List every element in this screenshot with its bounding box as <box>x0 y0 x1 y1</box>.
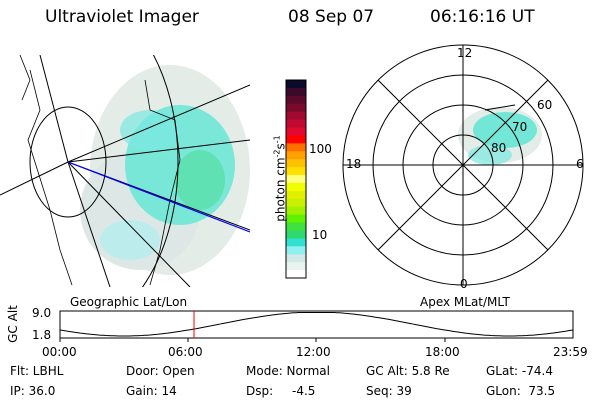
latitude-circle <box>29 106 107 218</box>
colorbar-swatch <box>286 246 306 255</box>
time-tick: 06:00 <box>168 345 203 359</box>
colorbar-swatch <box>286 167 306 176</box>
coastline-west <box>27 69 73 286</box>
lat-80: 80 <box>491 141 507 155</box>
colorbar-swatch <box>286 87 306 97</box>
aurora-emission-lower <box>100 220 160 260</box>
colorbar-swatch <box>286 127 306 136</box>
coastline-nw <box>19 55 31 101</box>
colorbar-swatch <box>286 159 306 168</box>
altitude-axis-label: GC Alt <box>6 305 20 343</box>
coastline <box>144 79 181 286</box>
mlt-6: 6 <box>576 157 584 171</box>
colorbar <box>285 79 307 279</box>
mlt-12: 12 <box>457 46 473 60</box>
colorbar-swatch <box>286 190 306 200</box>
colorbar-swatch <box>286 95 306 105</box>
colorbar-swatch <box>286 262 306 271</box>
glon-info: GLon: 73.5 <box>486 384 556 398</box>
time-label: 06:16:16 UT <box>430 7 535 27</box>
lat-70: 70 <box>512 120 528 134</box>
unit-exp2: -1 <box>272 135 282 144</box>
altitude-plot <box>59 310 574 342</box>
colorbar-swatch <box>286 182 306 192</box>
dsp-value: -4.5 <box>292 384 316 398</box>
alt-tick-max: 9.0 <box>32 306 52 320</box>
right-panel-label: Apex MLat/MLT <box>420 295 510 309</box>
colorbar-swatch <box>286 151 306 160</box>
colorbar-unit-label: photon cm-2s-1 <box>272 104 288 254</box>
colorbar-swatch <box>286 103 306 113</box>
instrument-title: Ultraviolet Imager <box>45 7 199 27</box>
colorbar-swatch <box>286 175 306 184</box>
dsp-label: Dsp: <box>246 384 274 398</box>
colorbar-tick-100: 100 <box>309 142 332 156</box>
colorbar-swatch <box>286 143 306 152</box>
altitude-curve <box>59 312 574 337</box>
colorbar-swatch <box>286 80 306 89</box>
colorbar-swatch <box>286 238 306 247</box>
door-info: Door: Open <box>126 364 195 378</box>
time-tick: 12:00 <box>296 345 331 359</box>
time-tick: 23:59 <box>553 345 588 359</box>
meridians <box>0 55 250 287</box>
mlt-18: 18 <box>346 157 362 171</box>
terminator-line <box>67 161 250 233</box>
seq-info: Seq: 39 <box>366 384 412 398</box>
mlt-0: 0 <box>460 277 468 291</box>
colorbar-swatch <box>286 111 306 121</box>
colorbar-swatch <box>286 230 306 239</box>
unit-text: photon cm <box>273 157 288 222</box>
filter-info: Flt: LBHL <box>10 364 64 378</box>
time-tick: 00:00 <box>42 345 77 359</box>
colorbar-frame <box>285 79 307 279</box>
left-panel-label: Geographic Lat/Lon <box>70 295 188 309</box>
time-tick: 18:00 <box>425 345 460 359</box>
polar-tick <box>484 104 516 111</box>
ip-info: IP: 36.0 <box>10 384 56 398</box>
gain-info: Gain: 14 <box>126 384 177 398</box>
colorbar-swatch <box>286 270 306 279</box>
aurora-emission-core <box>175 150 225 210</box>
alt-tick-min: 1.8 <box>32 328 52 342</box>
colorbar-swatch <box>286 119 306 129</box>
lat-60: 60 <box>537 98 553 112</box>
colorbar-swatch <box>286 214 306 224</box>
polar-plot <box>342 44 584 286</box>
aurora-emission-upper <box>120 110 180 150</box>
gc-alt-info: GC Alt: 5.8 Re <box>366 364 450 378</box>
colorbar-swatch <box>286 222 306 231</box>
mode-info: Mode: Normal <box>246 364 330 378</box>
colorbar-swatch <box>286 206 306 216</box>
colorbar-swatch <box>286 198 306 208</box>
latitude-circle-outer <box>141 55 179 287</box>
polar-aurora-lower <box>468 145 512 165</box>
colorbar-swatch <box>286 135 306 144</box>
colorbar-tick-10: 10 <box>312 228 328 242</box>
date-label: 08 Sep 07 <box>288 7 375 27</box>
unit-exp1: -2 <box>272 149 282 158</box>
unit-s: s <box>273 143 288 150</box>
colorbar-swatch <box>286 254 306 263</box>
glat-info: GLat: -74.4 <box>486 364 553 378</box>
